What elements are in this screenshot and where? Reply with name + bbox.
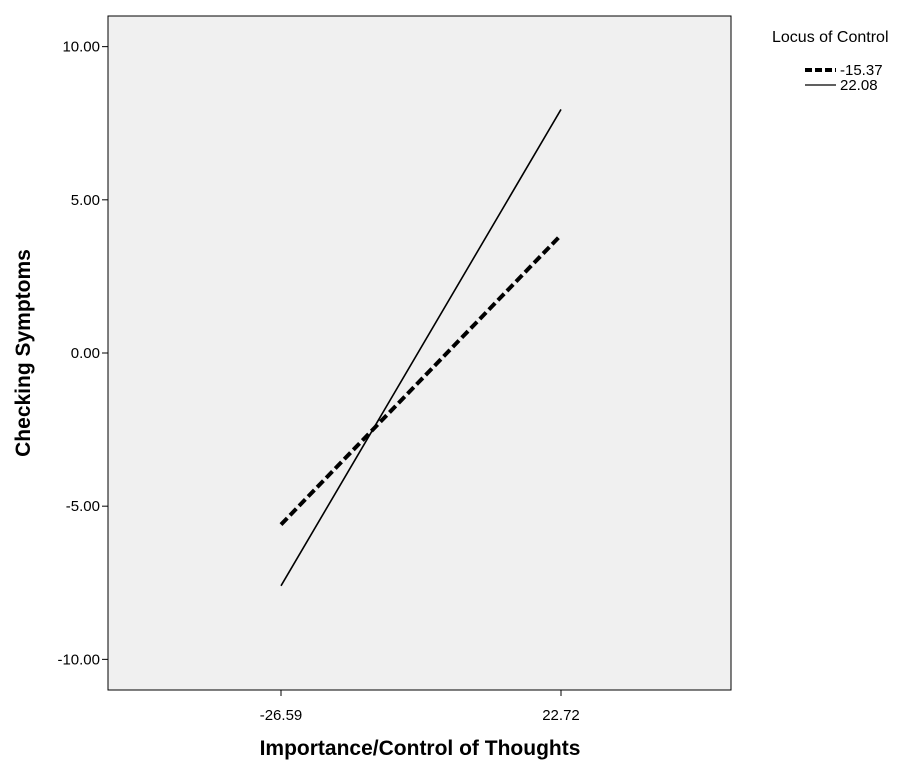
x-axis-title: Importance/Control of Thoughts [260, 737, 581, 760]
y-tick-label: -10.00 [57, 651, 100, 668]
series-line-dashed [279, 233, 563, 526]
x-tick-label: 22.72 [542, 707, 580, 724]
x-tick-label: -26.59 [260, 707, 303, 724]
legend-label: -15.37 [840, 62, 883, 79]
series-line-solid [280, 109, 562, 587]
legend-label: 22.08 [840, 77, 878, 94]
y-tick-label: -5.00 [66, 498, 100, 515]
x-axis: -26.59 22.72 [260, 690, 580, 724]
y-tick-label: 10.00 [62, 39, 100, 56]
legend-title: Locus of Control [772, 29, 889, 46]
y-tick-label: 5.00 [71, 192, 100, 209]
y-axis-title: Checking Symptoms [12, 249, 35, 457]
plot-area [107, 15, 732, 691]
y-tick-label: 0.00 [71, 345, 100, 362]
series-layer [279, 109, 563, 587]
y-axis: 10.00 5.00 0.00 -5.00 -10.00 [57, 39, 108, 668]
